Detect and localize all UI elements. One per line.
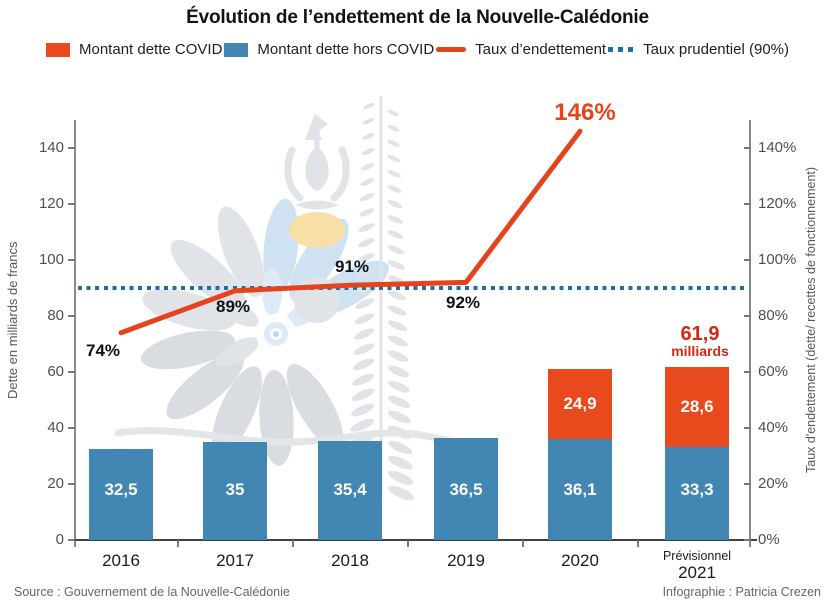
right-axis-tick	[744, 483, 751, 485]
x-axis-tick	[177, 540, 179, 547]
left-axis-tick-label: 100	[38, 251, 64, 268]
source-text: Source : Gouvernement de la Nouvelle-Cal…	[14, 585, 290, 599]
x-label-2016: 2016	[102, 551, 140, 570]
x-label-2020: 2020	[561, 551, 599, 570]
bar-value-hors-covid: 36,5	[449, 480, 483, 499]
left-axis-tick-label: 20	[47, 475, 64, 492]
legend-item: Taux prudentiel (90%)	[608, 41, 789, 58]
line-point-label-2019: 92%	[445, 293, 481, 313]
legend: Montant dette COVID Montant dette hors CO…	[0, 41, 835, 58]
chart-title: Évolution de l’endettement de la Nouvell…	[186, 7, 649, 28]
right-axis-tick	[744, 371, 751, 373]
left-axis-tick	[68, 147, 75, 149]
bar-value-hors-covid: 32,5	[104, 480, 138, 499]
bar-covid-2020	[548, 369, 612, 439]
legend-swatch-square	[46, 42, 70, 57]
total-2021-unit: milliards	[671, 343, 729, 359]
right-axis-tick	[744, 147, 751, 149]
left-axis-tick	[68, 259, 75, 261]
left-axis-tick-label: 80	[47, 307, 64, 324]
x-label-2019: 2019	[447, 551, 485, 570]
bar-hors-covid-2018	[318, 440, 382, 540]
left-axis-tick	[68, 203, 75, 205]
bar-hors-covid-2016	[89, 449, 153, 540]
right-axis-line	[749, 120, 751, 547]
legend-item: Montant dette COVID	[46, 41, 222, 58]
left-axis-line	[74, 120, 76, 547]
bar-value-covid: 28,6	[680, 396, 714, 416]
x-axis-tick	[407, 540, 409, 547]
left-axis-tick	[68, 539, 75, 541]
right-axis-tick	[744, 427, 751, 429]
x-label-2017: 2017	[216, 551, 254, 570]
x-axis-tick	[522, 540, 524, 547]
bar-value-hors-covid: 36,1	[563, 480, 597, 499]
bar-covid-2021	[665, 366, 729, 447]
x-axis-tick	[292, 540, 294, 547]
legend-label: Taux prudentiel (90%)	[643, 41, 789, 58]
x-label-note: Prévisionnel	[662, 549, 732, 563]
right-axis-tick-label: 60%	[758, 363, 789, 380]
right-axis-tick-label: 140%	[758, 139, 797, 156]
left-axis-tick	[68, 315, 75, 317]
right-axis-tick-label: 80%	[758, 307, 789, 324]
bar-hors-covid-2017	[203, 442, 267, 540]
left-axis-tick-label: 40	[47, 419, 64, 436]
line-point-label-2020: 146%	[554, 99, 616, 127]
left-axis-tick-label: 60	[47, 363, 64, 380]
left-axis-tick	[68, 483, 75, 485]
x-label-2018: 2018	[331, 551, 369, 570]
right-axis-tick-label: 120%	[758, 195, 797, 212]
legend-label: Montant dette COVID	[79, 41, 223, 58]
left-axis-tick	[68, 371, 75, 373]
legend-swatch-line	[436, 47, 467, 52]
bar-value-hors-covid: 35,4	[333, 480, 367, 499]
bar-value-hors-covid: 35	[225, 480, 245, 499]
line-point-label-2018: 91%	[334, 257, 370, 277]
right-axis-tick-label: 100%	[758, 251, 797, 268]
legend-label: Taux d’endettement	[475, 41, 607, 58]
prudential-threshold-line	[78, 286, 748, 290]
left-axis-tick	[68, 427, 75, 429]
bar-hors-covid-2021	[665, 446, 729, 540]
x-axis-line	[68, 539, 757, 541]
legend-swatch-dots	[608, 47, 635, 52]
right-axis-tick-label: 0%	[758, 531, 780, 548]
right-axis-tick	[744, 259, 751, 261]
right-axis-tick	[744, 539, 751, 541]
right-axis-tick	[744, 315, 751, 317]
right-axis-title: Taux d'endettement (dette/ recettes de f…	[804, 166, 818, 474]
left-axis-title: Dette en milliards de francs	[5, 241, 20, 399]
legend-item: Taux d’endettement	[436, 41, 606, 58]
right-axis-tick-label: 20%	[758, 475, 789, 492]
right-axis-tick-label: 40%	[758, 419, 789, 436]
x-axis-tick	[637, 540, 639, 547]
line-point-label-2016: 74%	[85, 340, 121, 360]
bar-hors-covid-2020	[548, 438, 612, 540]
bar-value-hors-covid: 33,3	[680, 480, 714, 499]
line-point-label-2017: 89%	[215, 296, 251, 316]
credit-text: Infographie : Patricia Crezen	[662, 585, 821, 599]
legend-swatch-square	[224, 42, 249, 57]
legend-label: Montant dette hors COVID	[257, 41, 435, 58]
total-2021-value: 61,9	[680, 323, 720, 345]
bar-hors-covid-2019	[434, 437, 498, 540]
right-axis-tick	[744, 203, 751, 205]
left-axis-tick-label: 140	[38, 139, 64, 156]
legend-item: Montant dette hors COVID	[224, 41, 434, 58]
x-label-2021: 2021	[678, 563, 716, 582]
left-axis-tick-label: 0	[55, 531, 64, 548]
bar-value-covid: 24,9	[563, 394, 597, 414]
left-axis-tick-label: 120	[38, 195, 64, 212]
